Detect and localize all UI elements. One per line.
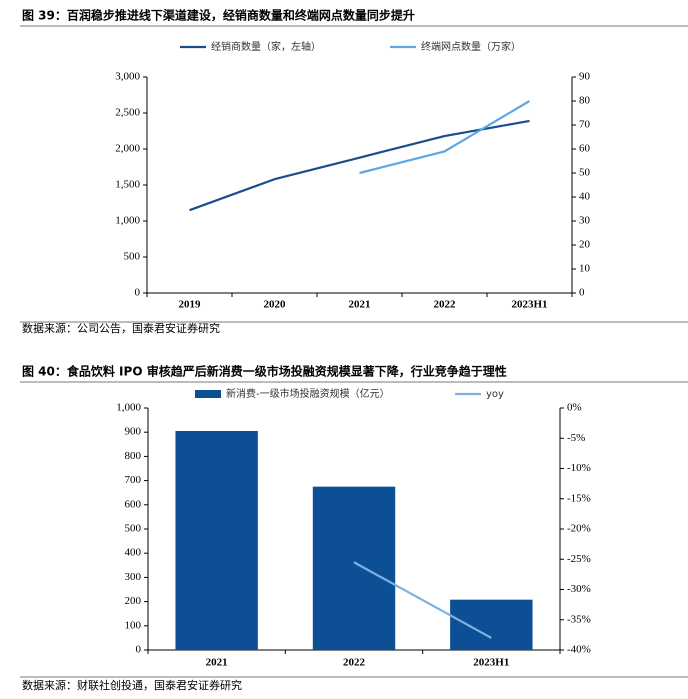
y2-tick-label: 80 [579, 95, 591, 107]
source-note: 数据来源：公司公告，国泰君安证券研究 [22, 321, 220, 335]
y-tick-label: 800 [125, 450, 142, 462]
y2-tick-label: 0% [567, 402, 582, 414]
y2-tick-label: -10% [567, 462, 591, 474]
y-tick-label: 500 [125, 523, 142, 535]
y2-tick-label: 0 [579, 287, 585, 299]
x-tick-label: 2019 [179, 299, 202, 311]
y2-tick-label: 90 [579, 71, 591, 83]
series-line [353, 561, 492, 639]
y-tick-label: 100 [125, 619, 142, 631]
y2-tick-label: -25% [567, 553, 591, 565]
y-tick-label: 3,000 [115, 71, 140, 83]
y-tick-label: 0 [135, 287, 141, 299]
x-tick-label: 2020 [264, 299, 287, 311]
y2-tick-label: 50 [579, 167, 591, 179]
x-tick-label: 2022 [343, 657, 366, 669]
figure-title: 图 40：食品饮料 IPO 审核趋严后新消费一级市场投融资规模显著下降，行业竞争… [22, 364, 507, 379]
y-tick-label: 400 [125, 547, 142, 559]
y2-tick-label: 10 [579, 263, 591, 275]
y-tick-label: 1,500 [115, 179, 140, 191]
y2-tick-label: -40% [567, 644, 591, 656]
x-tick-label: 2023H1 [473, 657, 509, 669]
x-tick-label: 2021 [206, 657, 228, 669]
y2-tick-label: 20 [579, 239, 591, 251]
y-tick-label: 300 [125, 571, 142, 583]
series-line [359, 100, 531, 175]
y-tick-label: 700 [125, 474, 142, 486]
y2-tick-label: -30% [567, 583, 591, 595]
y-tick-label: 900 [125, 426, 142, 438]
y2-tick-label: 60 [579, 143, 591, 155]
y2-tick-label: -35% [567, 613, 591, 625]
figure-title: 图 39：百润稳步推进线下渠道建设，经销商数量和终端网点数量同步提升 [22, 8, 415, 23]
y2-tick-label: 30 [579, 215, 591, 227]
y-tick-label: 0 [136, 644, 142, 656]
y-tick-label: 1,000 [116, 402, 141, 414]
legend-label: yoy [486, 389, 504, 400]
bar [312, 486, 396, 650]
legend-label: 新消费-一级市场投融资规模（亿元） [226, 387, 390, 400]
legend-swatch [195, 390, 221, 398]
x-tick-label: 2022 [434, 299, 457, 311]
legend-label: 终端网点数量（万家） [421, 40, 521, 53]
x-tick-label: 2023H1 [511, 299, 547, 311]
bar [450, 599, 533, 650]
y-tick-label: 1,000 [115, 215, 140, 227]
y2-tick-label: -15% [567, 492, 591, 504]
legend-label: 经销商数量（家，左轴） [211, 40, 321, 53]
y-tick-label: 2,000 [115, 143, 140, 155]
x-tick-label: 2021 [349, 299, 371, 311]
source-note: 数据来源：财联社创投通，国泰君安证券研究 [22, 678, 242, 692]
y-tick-label: 500 [124, 251, 141, 263]
y-tick-label: 200 [125, 595, 142, 607]
y2-tick-label: -20% [567, 523, 591, 535]
series-line [189, 119, 530, 212]
y-tick-label: 600 [125, 498, 142, 510]
y-tick-label: 2,500 [115, 107, 140, 119]
y2-tick-label: 70 [579, 119, 591, 131]
y2-tick-label: -5% [567, 432, 585, 444]
bar [175, 430, 258, 650]
y2-tick-label: 40 [579, 191, 591, 203]
